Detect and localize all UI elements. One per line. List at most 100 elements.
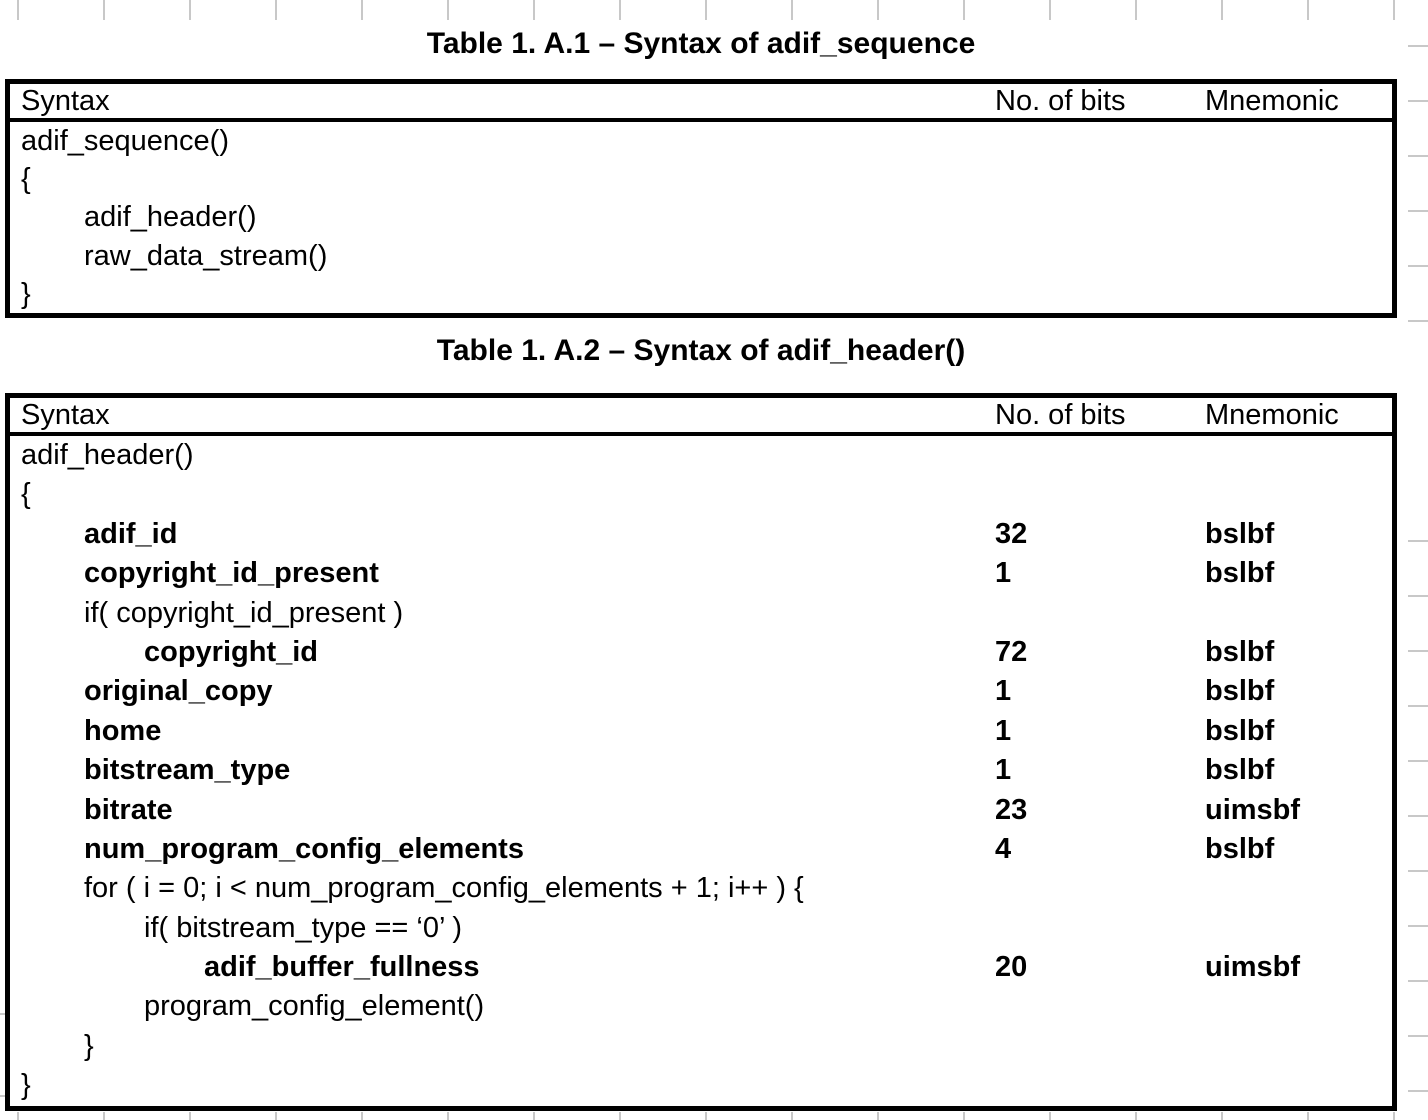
grid-tick — [533, 0, 535, 20]
table-row: if( bitstream_type == ‘0’ ) — [10, 909, 1392, 948]
table-row: adif_buffer_fullness 20 uimsbf — [10, 948, 1392, 987]
table-row: if( copyright_id_present ) — [10, 594, 1392, 633]
grid-tick — [1135, 1112, 1137, 1120]
grid-tick — [1408, 650, 1428, 652]
grid-tick — [361, 0, 363, 20]
syntax-cell: adif_sequence() — [21, 125, 229, 157]
grid-tick — [275, 1112, 277, 1120]
table-row: } — [10, 1027, 1392, 1066]
table-row: program_config_element() — [10, 987, 1392, 1026]
syntax-cell: bitrate — [84, 793, 173, 826]
table-row: bitrate 23 uimsbf — [10, 791, 1392, 830]
table-row: { — [10, 475, 1392, 514]
syntax-cell: copyright_id — [144, 635, 319, 668]
mnemonic-cell: uimsbf — [1205, 951, 1301, 984]
table-a2-title: Table 1. A.2 – Syntax of adif_header() — [436, 334, 966, 367]
grid-tick — [1221, 0, 1223, 20]
grid-tick — [1307, 1112, 1309, 1120]
grid-tick — [1408, 45, 1428, 47]
table-a1-title: Table 1. A.1 – Syntax of adif_sequence — [426, 27, 976, 60]
syntax-cell: home — [84, 714, 162, 747]
grid-tick — [1393, 1112, 1395, 1120]
table-row: original_copy 1 bslbf — [10, 672, 1392, 711]
table-adif-header: Syntax No. of bits Mnemonic adif_header(… — [5, 393, 1397, 1111]
bits-cell: 72 — [995, 635, 1028, 668]
syntax-cell: for ( i = 0; i < num_program_config_elem… — [84, 872, 804, 905]
grid-tick — [1408, 210, 1428, 212]
grid-tick — [0, 1095, 8, 1097]
column-header-bits: No. of bits — [995, 399, 1126, 431]
bits-cell: 1 — [995, 714, 1012, 747]
grid-tick — [1408, 760, 1428, 762]
grid-tick — [1408, 155, 1428, 157]
table-row: for ( i = 0; i < num_program_config_elem… — [10, 869, 1392, 908]
syntax-cell: if( bitstream_type == ‘0’ ) — [144, 911, 463, 944]
grid-tick — [103, 0, 105, 20]
syntax-cell: bitstream_type — [84, 754, 291, 787]
mnemonic-cell: bslbf — [1205, 517, 1275, 550]
grid-tick — [1135, 0, 1137, 20]
grid-tick — [791, 1112, 793, 1120]
column-header-bits: No. of bits — [995, 85, 1126, 117]
grid-tick — [1049, 0, 1051, 20]
table-row: num_program_config_elements 4 bslbf — [10, 830, 1392, 869]
syntax-cell: adif_buffer_fullness — [204, 951, 480, 984]
table-header-row: Syntax No. of bits Mnemonic — [10, 398, 1392, 436]
grid-tick — [877, 0, 879, 20]
syntax-cell: adif_id — [84, 517, 178, 550]
grid-tick — [1408, 100, 1428, 102]
grid-tick — [0, 1013, 8, 1015]
grid-tick — [791, 0, 793, 20]
grid-tick — [963, 1112, 965, 1120]
grid-tick — [619, 1112, 621, 1120]
grid-tick — [447, 1112, 449, 1120]
bits-cell: 1 — [995, 557, 1012, 590]
bits-cell: 1 — [995, 754, 1012, 787]
table-row: copyright_id 72 bslbf — [10, 633, 1392, 672]
mnemonic-cell: bslbf — [1205, 754, 1275, 787]
grid-tick — [189, 0, 191, 20]
table-body: adif_header(){adif_id 32 bslbf copyright_id… — [10, 436, 1392, 1106]
table-row: adif_header() — [10, 198, 1392, 236]
table-row: adif_sequence() — [10, 122, 1392, 160]
grid-tick — [447, 0, 449, 20]
grid-tick — [1408, 1035, 1428, 1037]
syntax-cell: { — [21, 163, 31, 196]
syntax-cell: raw_data_stream() — [84, 239, 328, 272]
bits-cell: 23 — [995, 793, 1028, 826]
grid-tick — [1408, 595, 1428, 597]
mnemonic-cell: bslbf — [1205, 714, 1275, 747]
syntax-cell: adif_header() — [84, 201, 257, 234]
syntax-cell: copyright_id_present — [84, 557, 379, 590]
column-header-mnemonic: Mnemonic — [1205, 85, 1339, 117]
grid-tick — [1307, 0, 1309, 20]
grid-tick — [533, 1112, 535, 1120]
syntax-cell: program_config_element() — [144, 990, 485, 1023]
table-row: bitstream_type 1 bslbf — [10, 751, 1392, 790]
grid-tick — [361, 1112, 363, 1120]
syntax-cell: } — [21, 1069, 31, 1102]
column-header-syntax: Syntax — [21, 399, 110, 431]
syntax-cell: adif_header() — [21, 439, 194, 471]
grid-tick — [17, 0, 19, 20]
table-row: } — [10, 1066, 1392, 1105]
grid-tick — [1408, 540, 1428, 542]
grid-tick — [189, 1112, 191, 1120]
table-row: home 1 bslbf — [10, 712, 1392, 751]
table-row: } — [10, 275, 1392, 313]
table-row: { — [10, 160, 1392, 198]
syntax-cell: } — [84, 1029, 94, 1062]
mnemonic-cell: bslbf — [1205, 635, 1275, 668]
bits-cell: 32 — [995, 517, 1028, 550]
grid-tick — [1408, 1090, 1428, 1092]
mnemonic-cell: uimsbf — [1205, 793, 1301, 826]
grid-tick — [1408, 870, 1428, 872]
grid-tick — [1408, 705, 1428, 707]
mnemonic-cell: bslbf — [1205, 832, 1275, 865]
table-row: adif_id 32 bslbf — [10, 515, 1392, 554]
table-row: raw_data_stream() — [10, 237, 1392, 275]
syntax-cell: } — [21, 277, 31, 310]
bits-cell: 4 — [995, 832, 1012, 865]
syntax-cell: original_copy — [84, 675, 273, 708]
grid-tick — [275, 0, 277, 20]
